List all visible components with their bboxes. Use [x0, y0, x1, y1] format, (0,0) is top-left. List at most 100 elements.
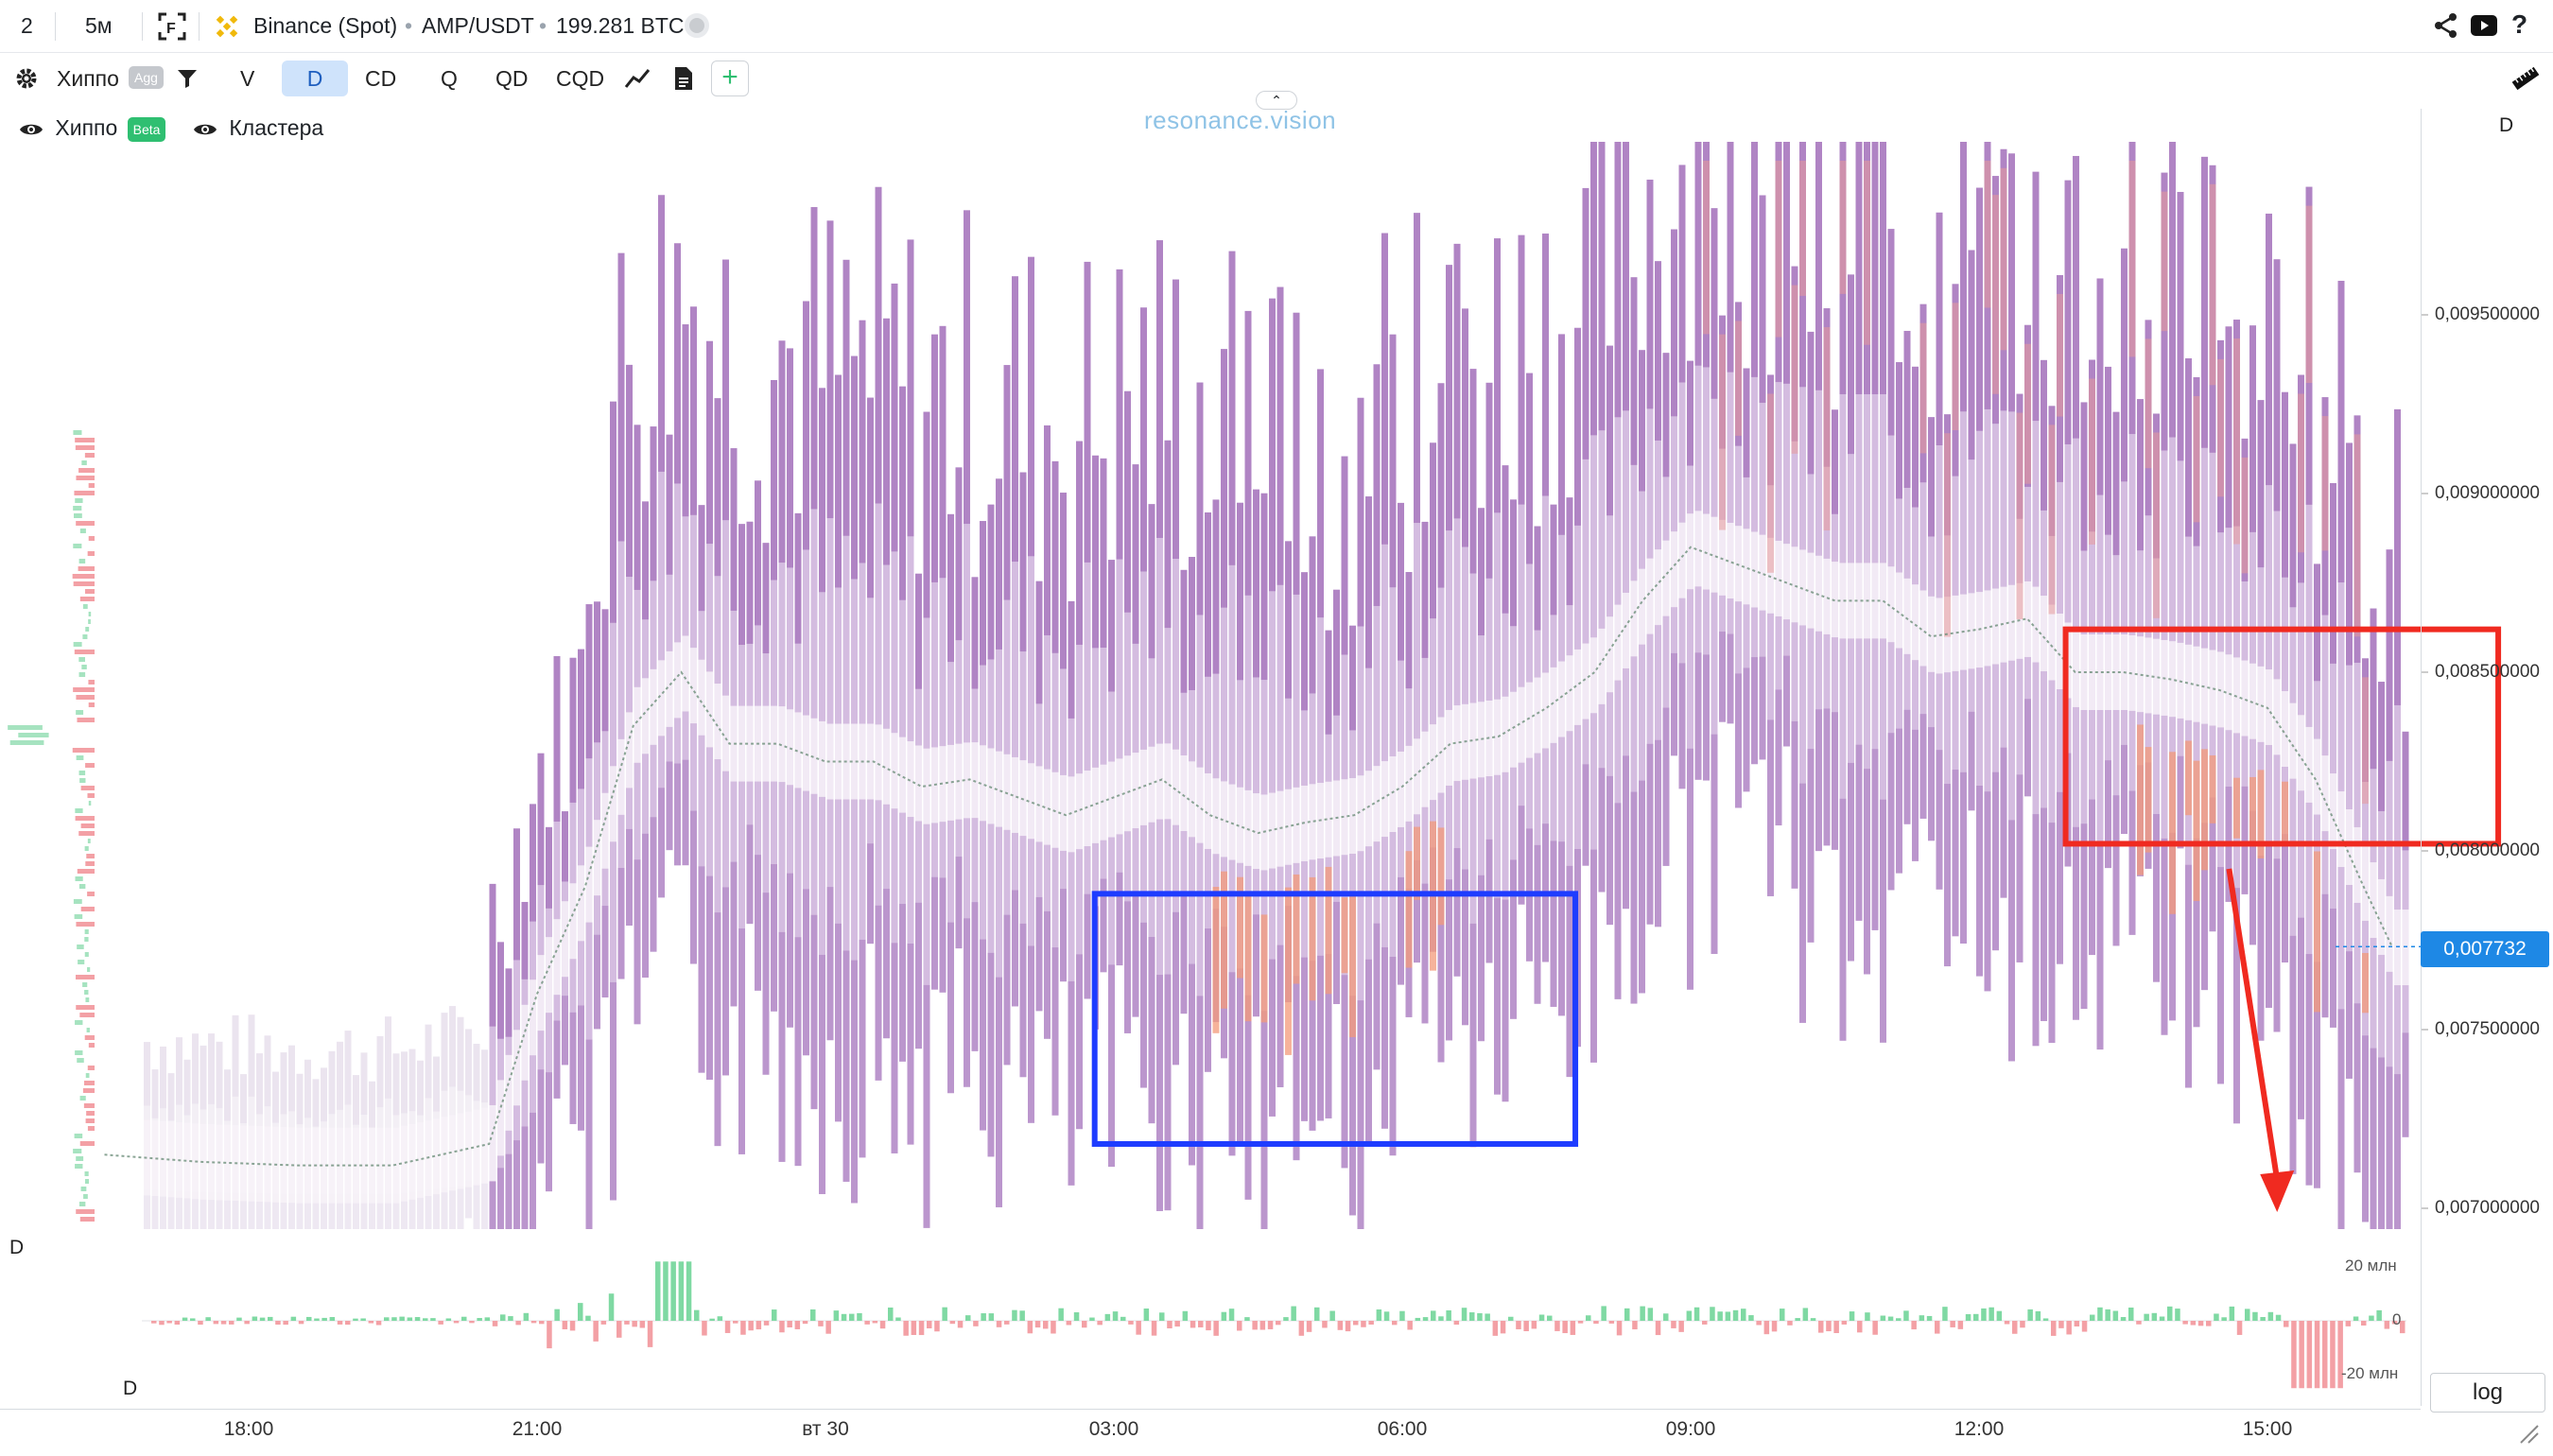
indicator-name[interactable]: Хиппо: [57, 66, 119, 91]
heat-band: [971, 902, 979, 1051]
heat-column: [2266, 213, 2272, 1008]
heat-band: [1357, 1000, 1364, 1229]
delta-bar: [569, 1321, 576, 1331]
heat-band: [2282, 691, 2288, 768]
heat-band: [1823, 558, 1831, 634]
heat-band: [2337, 1009, 2345, 1229]
tab-d[interactable]: D: [282, 61, 348, 96]
volume-profile-bar: [73, 544, 82, 548]
delta-bar: [1213, 1321, 1219, 1336]
heat-band: [296, 1073, 304, 1125]
delta-bar: [763, 1321, 770, 1326]
heat-band: [2337, 791, 2345, 868]
heat-band: [2378, 1057, 2385, 1229]
heat-band: [1984, 590, 1991, 667]
delta-bar: [1322, 1321, 1328, 1328]
tab-v[interactable]: V: [240, 66, 255, 91]
heat-band: [465, 1180, 472, 1219]
volume-profile-bar: [75, 498, 83, 503]
heat-band: [1630, 277, 1638, 465]
heat-band: [2096, 841, 2104, 1050]
heat-band: [2137, 636, 2144, 713]
log-scale-button[interactable]: log: [2430, 1373, 2545, 1413]
heat-band: [594, 601, 600, 1030]
heat-hot-band: [1414, 826, 1420, 900]
delta-bar: [748, 1321, 754, 1331]
legend-item-hippo[interactable]: Хиппо Beta: [19, 112, 166, 144]
heat-band: [762, 543, 770, 654]
heat-band: [2266, 842, 2272, 1008]
heat-band: [2394, 408, 2401, 705]
delta-bar: [159, 1321, 165, 1326]
volume-profile-bar: [82, 1088, 95, 1093]
heat-band: [1253, 489, 1259, 678]
volume-profile-bar: [76, 1209, 95, 1214]
heat-band: [980, 939, 986, 1131]
heat-band: [722, 259, 729, 521]
exchange-name[interactable]: Binance (Spot): [253, 13, 398, 38]
heat-column: [2105, 366, 2111, 869]
heat-band: [1639, 350, 1645, 492]
heat-hot-band: [1944, 433, 1951, 637]
line-chart-icon[interactable]: [624, 66, 651, 95]
resize-handle-icon[interactable]: [2519, 1424, 2540, 1449]
heat-band: [304, 1059, 311, 1118]
heat-band: [562, 996, 568, 1066]
heat-band: [1550, 504, 1557, 615]
heat-column: [1341, 456, 1348, 1169]
heat-band: [176, 1190, 182, 1229]
heat-band: [312, 1079, 320, 1127]
volume-profile-bar: [79, 597, 95, 601]
delta-bar: [663, 1261, 669, 1321]
heat-band: [2169, 142, 2176, 1021]
heat-band: [2266, 213, 2272, 486]
heat-band: [642, 678, 649, 754]
x-tick-label: вт 30: [802, 1418, 849, 1440]
heat-band: [537, 1069, 545, 1164]
heat-column: [1799, 142, 1806, 1023]
agg-badge[interactable]: Agg: [129, 66, 164, 89]
screenshot-icon[interactable]: F: [157, 11, 187, 46]
heat-band: [192, 1191, 199, 1229]
heat-band: [1164, 974, 1172, 1211]
heat-band: [1623, 142, 1629, 910]
heat-band: [2128, 790, 2136, 935]
heat-hot-band: [2089, 378, 2095, 545]
filter-icon[interactable]: [176, 67, 199, 95]
share-icon[interactable]: [2432, 11, 2460, 44]
ruler-icon[interactable]: [2511, 66, 2540, 95]
document-icon[interactable]: [673, 65, 694, 96]
tab-q[interactable]: Q: [441, 66, 458, 91]
heat-band: [457, 1186, 464, 1229]
layout-number[interactable]: 2: [21, 13, 33, 38]
pair-name[interactable]: AMP/USDT: [422, 13, 534, 38]
heat-band: [1896, 362, 1902, 499]
youtube-icon[interactable]: [2470, 13, 2498, 43]
add-indicator-button[interactable]: +: [711, 61, 749, 96]
legend-item-clusters[interactable]: Кластера: [193, 112, 323, 144]
heat-column: [690, 306, 697, 964]
delta-bar: [624, 1321, 630, 1325]
svg-text:F: F: [166, 21, 176, 37]
heat-band: [2249, 663, 2256, 739]
timeframe-select[interactable]: 5м: [85, 13, 113, 38]
tab-cd[interactable]: CD: [365, 66, 397, 91]
heat-band: [1550, 504, 1557, 1007]
heat-band: [578, 649, 584, 789]
heat-band: [344, 1193, 352, 1229]
heat-column: [1148, 504, 1155, 1124]
heat-band: [2209, 797, 2216, 932]
help-icon[interactable]: ?: [2511, 9, 2528, 39]
heat-band: [1156, 743, 1163, 820]
heat-band: [2201, 156, 2208, 448]
delta-bar: [2090, 1314, 2095, 1321]
heat-band: [2121, 744, 2128, 835]
chevron-up-icon[interactable]: ⌃: [1256, 91, 1297, 110]
tab-qd[interactable]: QD: [495, 66, 529, 91]
tab-cqd[interactable]: CQD: [556, 66, 605, 91]
delta-bar: [1004, 1321, 1010, 1325]
volume-profile-bar: [74, 914, 83, 919]
delta-bar: [2267, 1311, 2274, 1321]
gear-icon[interactable]: [13, 65, 40, 96]
